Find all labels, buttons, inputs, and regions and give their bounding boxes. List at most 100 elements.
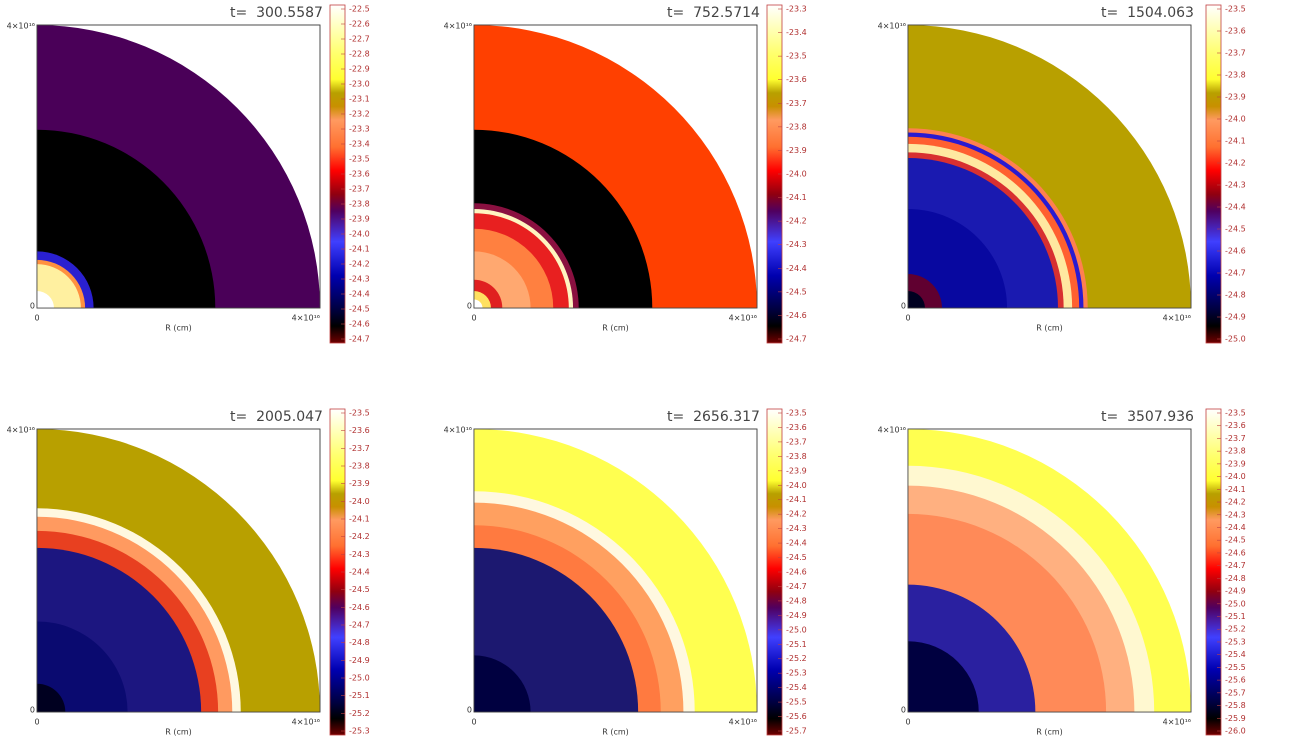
panel-title: t= 2656.317 (667, 409, 760, 425)
colorbar-label: -23.6 (1225, 27, 1246, 36)
colorbar-label: -25.7 (1225, 688, 1246, 697)
colorbar-label: -25.7 (786, 727, 807, 736)
colorbar-label: -24.0 (786, 481, 807, 490)
x-axis-label: R (cm) (1036, 324, 1063, 333)
colorbar-label: -24.4 (786, 539, 807, 548)
colorbar-label: -24.2 (786, 510, 807, 519)
colorbar-label: -23.5 (786, 409, 807, 418)
colorbar-label: -23.5 (349, 155, 370, 164)
colorbar-label: -23.3 (786, 5, 807, 14)
colorbar-label: -23.9 (786, 146, 807, 155)
colorbar-label: -22.6 (349, 20, 370, 29)
colorbar-label: -25.8 (1225, 701, 1246, 710)
y-tick-label: 0 (30, 302, 35, 311)
colorbar-label: -24.9 (1225, 313, 1246, 322)
x-axis-label: R (cm) (1036, 728, 1063, 737)
colorbar-label: -24.2 (349, 260, 370, 269)
colorbar-label: -23.5 (1225, 409, 1246, 418)
colorbar-label: -24.5 (1225, 225, 1246, 234)
colorbar-label: -23.5 (349, 409, 370, 418)
colorbar-label: -24.6 (1225, 247, 1246, 256)
colorbar-label: -24.3 (349, 550, 370, 559)
colorbar-label: -24.2 (786, 217, 807, 226)
colorbar-label: -24.3 (349, 275, 370, 284)
colorbar-label: -25.0 (1225, 335, 1246, 344)
colorbar-label: -24.3 (786, 524, 807, 533)
colorbar-label: -22.9 (349, 65, 370, 74)
colorbar-label: -24.8 (786, 596, 807, 605)
colorbar-label: -25.5 (1225, 663, 1246, 672)
colorbar (1206, 5, 1221, 343)
colorbar-label: -24.7 (786, 582, 807, 591)
y-tick-label: 4×10¹⁶ (878, 22, 906, 31)
y-tick-label: 4×10¹⁶ (444, 22, 472, 31)
colorbar-label: -24.0 (1225, 115, 1246, 124)
colorbar-label: -25.3 (786, 669, 807, 678)
colorbar-label: -25.0 (786, 625, 807, 634)
colorbar-label: -24.1 (349, 515, 370, 524)
x-tick-label: 0 (905, 718, 910, 727)
colorbar-label: -25.6 (1225, 676, 1246, 685)
x-tick-label: 4×10¹⁶ (729, 718, 757, 727)
colorbar-label: -24.1 (1225, 137, 1246, 146)
colorbar-label: -25.0 (1225, 599, 1246, 608)
x-axis-label: R (cm) (602, 324, 629, 333)
colorbar-label: -25.5 (786, 698, 807, 707)
x-tick-label: 0 (471, 314, 476, 323)
colorbar-label: -25.0 (349, 674, 370, 683)
colorbar-label: -24.1 (786, 193, 807, 202)
colorbar-label: -24.0 (349, 230, 370, 239)
colorbar-label: -22.7 (349, 35, 370, 44)
colorbar-label: -23.6 (1225, 421, 1246, 430)
colorbar-label: -24.2 (349, 532, 370, 541)
colorbar-label: -25.4 (1225, 650, 1246, 659)
colorbar-label: -24.7 (349, 621, 370, 630)
colorbar-label: -26.0 (1225, 727, 1246, 736)
colorbar-label: -24.3 (1225, 181, 1246, 190)
colorbar-label: -23.8 (786, 122, 807, 131)
y-tick-label: 0 (467, 302, 472, 311)
colorbar-label: -24.2 (1225, 159, 1246, 168)
colorbar-label: -24.4 (1225, 203, 1246, 212)
colorbar-label: -22.5 (349, 5, 370, 14)
colorbar-label: -23.7 (349, 444, 370, 453)
x-tick-label: 0 (34, 314, 39, 323)
x-tick-label: 4×10¹⁶ (1163, 718, 1191, 727)
colorbar-label: -24.6 (349, 603, 370, 612)
colorbar-label: -25.1 (1225, 612, 1246, 621)
colorbar-label: -23.8 (1225, 447, 1246, 456)
colorbar-label: -25.2 (349, 709, 370, 718)
colorbar-label: -24.1 (786, 495, 807, 504)
colorbar-label: -23.2 (349, 110, 370, 119)
x-axis-label: R (cm) (602, 728, 629, 737)
y-tick-label: 4×10¹⁶ (7, 22, 35, 31)
colorbar-label: -24.5 (786, 553, 807, 562)
panel-title: t= 752.5714 (667, 5, 760, 21)
y-tick-label: 4×10¹⁶ (878, 426, 906, 435)
colorbar-label: -23.6 (349, 426, 370, 435)
colorbar (1206, 409, 1221, 735)
y-tick-label: 4×10¹⁶ (7, 426, 35, 435)
colorbar-label: -23.9 (349, 479, 370, 488)
colorbar-label: -24.8 (1225, 574, 1246, 583)
colorbar-label: -24.7 (1225, 269, 1246, 278)
figure: t= 300.558704×10¹⁶04×10¹⁶R (cm)-22.5-22.… (0, 0, 1295, 740)
panel: t= 2656.31704×10¹⁶04×10¹⁶R (cm)-23.5-23.… (444, 409, 807, 737)
colorbar-label: -23.7 (1225, 49, 1246, 58)
x-tick-label: 4×10¹⁶ (292, 718, 320, 727)
colorbar-label: -22.8 (349, 50, 370, 59)
colorbar-label: -24.0 (1225, 472, 1246, 481)
colorbar-label: -24.4 (349, 568, 370, 577)
colorbar-label: -24.7 (786, 335, 807, 344)
colorbar-label: -25.2 (1225, 625, 1246, 634)
colorbar-label: -23.8 (349, 200, 370, 209)
colorbar-label: -24.0 (349, 497, 370, 506)
colorbar-label: -23.8 (786, 452, 807, 461)
colorbar-label: -24.4 (786, 264, 807, 273)
colorbar-label: -24.4 (349, 290, 370, 299)
colorbar-label: -23.6 (786, 75, 807, 84)
colorbar-label: -24.9 (1225, 587, 1246, 596)
y-tick-label: 0 (467, 706, 472, 715)
